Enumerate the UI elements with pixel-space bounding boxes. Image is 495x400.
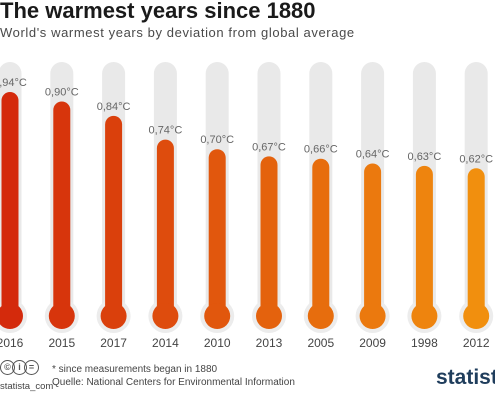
footnote: * since measurements began in 1880 bbox=[52, 364, 218, 375]
year-label: 2016 bbox=[0, 336, 24, 350]
thermometer-bulb bbox=[204, 303, 231, 329]
value-label: 0,64°C bbox=[356, 148, 390, 160]
value-label: 0,62°C bbox=[459, 153, 493, 165]
thermometer-fill bbox=[260, 156, 278, 316]
year-label: 2015 bbox=[48, 336, 75, 350]
year-label: 2014 bbox=[152, 336, 179, 350]
thermometer-bulb bbox=[463, 303, 490, 329]
year-label: 2005 bbox=[307, 336, 334, 350]
chart-title: The warmest years since 1880 bbox=[0, 0, 316, 23]
thermometer-bulb bbox=[48, 303, 75, 329]
thermometer-fill bbox=[312, 158, 330, 316]
year-label: 2012 bbox=[463, 336, 490, 350]
thermometer-bulb bbox=[0, 303, 23, 329]
thermometer-fill bbox=[105, 115, 123, 316]
source-note: Quelle: National Centers for Environment… bbox=[52, 377, 295, 388]
value-label: 0,90°C bbox=[45, 87, 79, 99]
thermometer-fill bbox=[156, 139, 174, 316]
thermometer-bulb bbox=[256, 303, 282, 329]
thermometer-chart: 0,94°C 2016 0,90°C 2015 0,84°C 2017 0,74°C 2014… bbox=[0, 62, 494, 350]
year-label: 2017 bbox=[100, 336, 127, 350]
value-label: 0,84°C bbox=[97, 101, 131, 113]
thermometer-fill bbox=[415, 165, 433, 316]
thermometer-bulb bbox=[152, 303, 179, 329]
thermometer-fill bbox=[1, 92, 19, 316]
thermometer-fill bbox=[364, 163, 382, 316]
statista-handle: statista_com bbox=[0, 381, 54, 392]
year-label: 2010 bbox=[204, 336, 231, 350]
value-label: 0,63°C bbox=[408, 151, 442, 163]
year-label: 1998 bbox=[411, 336, 438, 350]
thermometer-fill bbox=[53, 101, 71, 316]
thermometer-bulb bbox=[359, 303, 386, 329]
statista-logo: statista bbox=[436, 366, 495, 389]
value-label: 0,74°C bbox=[149, 125, 183, 137]
chart-subtitle: World's warmest years by deviation from … bbox=[0, 25, 355, 40]
thermometer-bulb bbox=[307, 303, 334, 329]
value-label: 0,70°C bbox=[200, 134, 234, 146]
value-label: 0,94°C bbox=[0, 77, 27, 89]
thermometer-bulb bbox=[100, 303, 127, 329]
thermometer-bulb bbox=[411, 303, 438, 329]
year-label: 2009 bbox=[359, 336, 386, 350]
value-label: 0,66°C bbox=[304, 144, 338, 156]
equals-icon: = bbox=[24, 360, 39, 375]
thermometer-fill bbox=[467, 168, 485, 316]
thermometer-fill bbox=[208, 149, 226, 316]
value-label: 0,67°C bbox=[252, 141, 286, 153]
year-label: 2013 bbox=[256, 336, 283, 350]
